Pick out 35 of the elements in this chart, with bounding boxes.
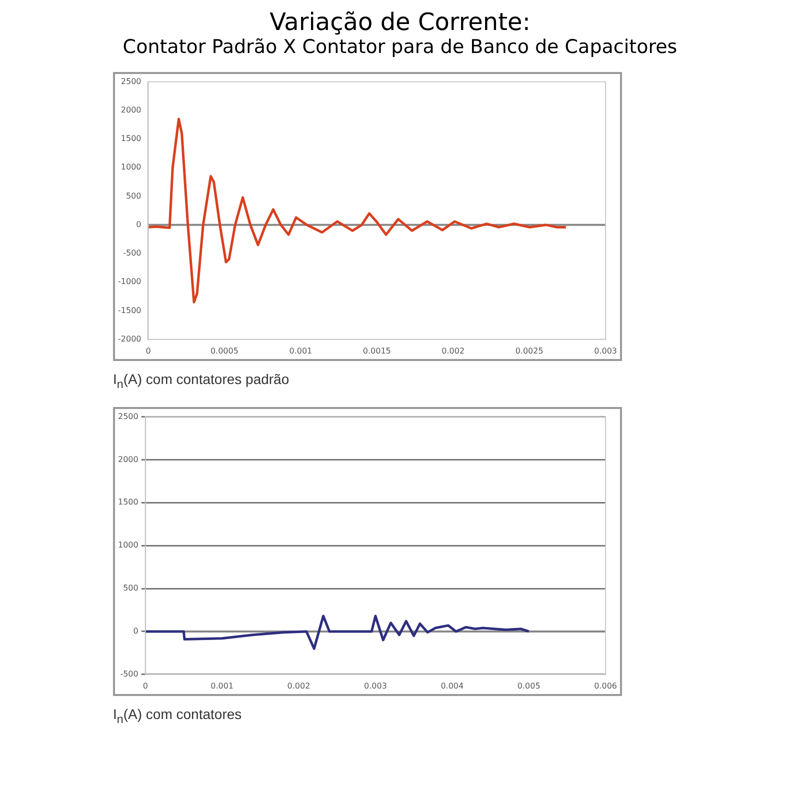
y-tick-label: -500 bbox=[120, 669, 138, 678]
x-tick-label: 0.003 bbox=[364, 681, 387, 690]
x-tick-label: 0.0015 bbox=[362, 346, 391, 356]
x-tick-label: 0.002 bbox=[287, 681, 310, 690]
text: I$_{n}$(A) com contatores padrão bbox=[113, 371, 290, 391]
y-tick-label: 2000 bbox=[120, 106, 142, 114]
y-tick-label: 1500 bbox=[120, 134, 142, 144]
y-tick-label: -1500 bbox=[118, 306, 142, 315]
x-tick-label: 0.001 bbox=[289, 346, 312, 356]
x-tick-label: 0 bbox=[142, 681, 148, 690]
y-tick-label: 500 bbox=[123, 583, 138, 592]
x-tick-label: 0.002 bbox=[442, 346, 465, 356]
chart-subtitle: Contator Padrão X Contator para de Banco de Capacitores bbox=[122, 36, 678, 58]
text: I$_{n}$(A) com contatores bbox=[113, 706, 243, 726]
y-tick-label: 2500 bbox=[118, 412, 138, 421]
y-tick-label: 2500 bbox=[120, 76, 142, 86]
y-tick-label: 2000 bbox=[118, 454, 138, 464]
y-tick-label: 1500 bbox=[118, 498, 138, 507]
x-tick-label: 0.001 bbox=[210, 681, 234, 690]
y-tick-label: -500 bbox=[123, 248, 142, 258]
y-tick-label: 500 bbox=[126, 191, 142, 200]
x-tick-label: 0.0025 bbox=[515, 346, 544, 356]
x-tick-label: 0.003 bbox=[594, 346, 617, 356]
y-tick-label: -1000 bbox=[118, 277, 142, 286]
x-tick-label: 0.004 bbox=[440, 681, 464, 690]
x-tick-label: 0.006 bbox=[594, 681, 617, 690]
x-tick-label: 0.0005 bbox=[210, 346, 238, 356]
y-tick-label: 0 bbox=[136, 220, 142, 229]
y-tick-label: -2000 bbox=[118, 334, 142, 344]
y-tick-label: 1000 bbox=[120, 162, 142, 172]
y-tick-label: 1000 bbox=[118, 540, 138, 550]
chart-title: Variação de Corrente: bbox=[268, 8, 532, 36]
x-tick-label: 0.005 bbox=[517, 681, 540, 690]
y-tick-label: 0 bbox=[133, 626, 138, 636]
x-tick-label: 0 bbox=[146, 346, 151, 356]
